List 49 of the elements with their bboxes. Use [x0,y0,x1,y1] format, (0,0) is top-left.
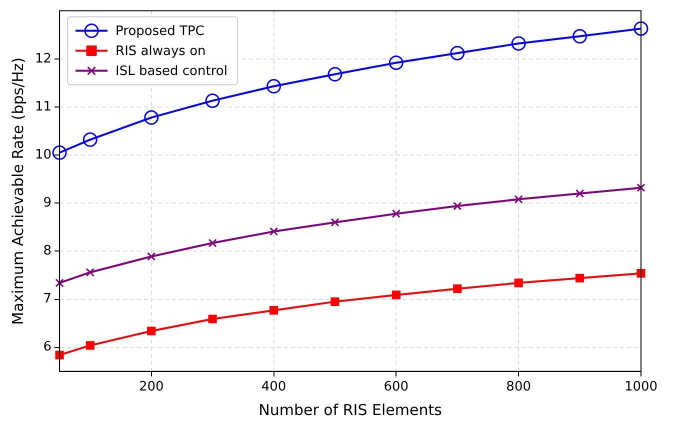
x-tick-label: 800 [506,380,531,395]
point [514,278,523,288]
y-tick-label: 6 [43,340,52,355]
legend-label: RIS always on [116,44,206,60]
point [52,145,67,160]
point [269,227,278,236]
legend-label: Proposed TPC [116,24,204,40]
point [453,202,462,210]
point [86,268,94,277]
legend-label: ISL based control [116,64,228,80]
y-tick-label: 10 [34,147,52,162]
y-axis-title: Maximum Achievable Rate (bps/Hz) [8,57,27,325]
point [514,194,523,204]
point [576,274,584,282]
point [144,110,159,125]
y-tick-label: 7 [43,292,52,307]
point [147,252,156,261]
x-tick-label: 600 [384,380,409,395]
point [634,21,648,36]
point [636,183,646,192]
point [55,278,64,288]
point [330,297,340,306]
point [636,269,646,278]
point [392,290,400,300]
x-axis-title: Number of RIS Elements [258,400,442,419]
point [330,218,340,227]
y-tick-label: 11 [34,99,52,114]
point [82,132,98,147]
point [86,341,94,350]
point [511,36,526,51]
point [147,326,156,336]
point [208,238,217,248]
point [576,189,584,198]
point [208,314,217,324]
point [266,79,282,94]
point [453,284,462,293]
y-tick-label: 9 [43,195,52,210]
y-tick-label: 12 [34,51,52,66]
point [392,209,400,218]
point [450,46,465,60]
x-tick-label: 400 [261,380,286,395]
y-tick-label: 8 [43,244,52,259]
point [572,29,588,44]
point [205,93,220,108]
point [388,55,404,70]
point [328,67,342,82]
point [269,306,278,315]
x-tick-label: 200 [138,380,164,395]
x-tick-label: 1000 [624,380,658,395]
